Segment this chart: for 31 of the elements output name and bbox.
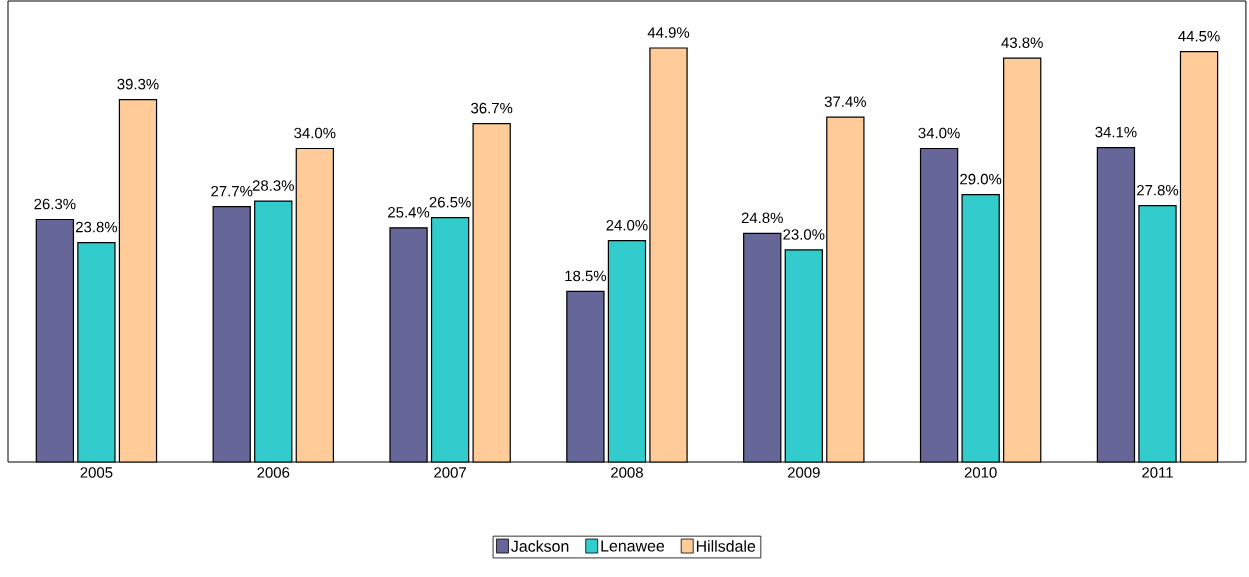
x-tick-label: 2011 [1142,467,1173,478]
x-tick-label: 2008 [611,467,643,478]
data-label: 34.0% [918,127,960,139]
data-label: 23.0% [783,229,825,240]
legend-label: Jackson [511,540,569,552]
data-label: 18.5% [565,270,607,282]
legend-label: Hillsdale [696,540,756,552]
data-label: 24.0% [606,219,648,231]
data-label: 26.5% [429,196,471,208]
data-label: 26.3% [34,198,76,210]
data-label: 34.0% [294,127,336,139]
data-label: 43.8% [1001,37,1043,48]
x-tick-label: 2009 [787,467,820,478]
data-label: 23.8% [75,221,118,233]
data-label: 44.9% [647,27,690,38]
data-label: 34.1% [1095,126,1137,138]
x-tick-label: 2005 [80,467,113,478]
data-label: 37.4% [824,96,866,107]
data-label: 44.5% [1178,31,1220,42]
data-label: 36.7% [471,102,513,114]
x-tick-label: 2006 [257,467,290,478]
data-label: 27.7% [211,185,253,197]
data-label: 39.3% [117,78,159,90]
data-label: 24.8% [741,212,783,224]
data-label: 29.0% [960,173,1002,185]
data-label: 28.3% [252,180,294,191]
x-tick-label: 2007 [434,467,466,478]
data-label: 25.4% [388,207,430,218]
x-tick-label: 2010 [964,467,997,478]
legend-label: Lenawee [601,540,665,552]
data-label: 27.8% [1137,184,1179,196]
